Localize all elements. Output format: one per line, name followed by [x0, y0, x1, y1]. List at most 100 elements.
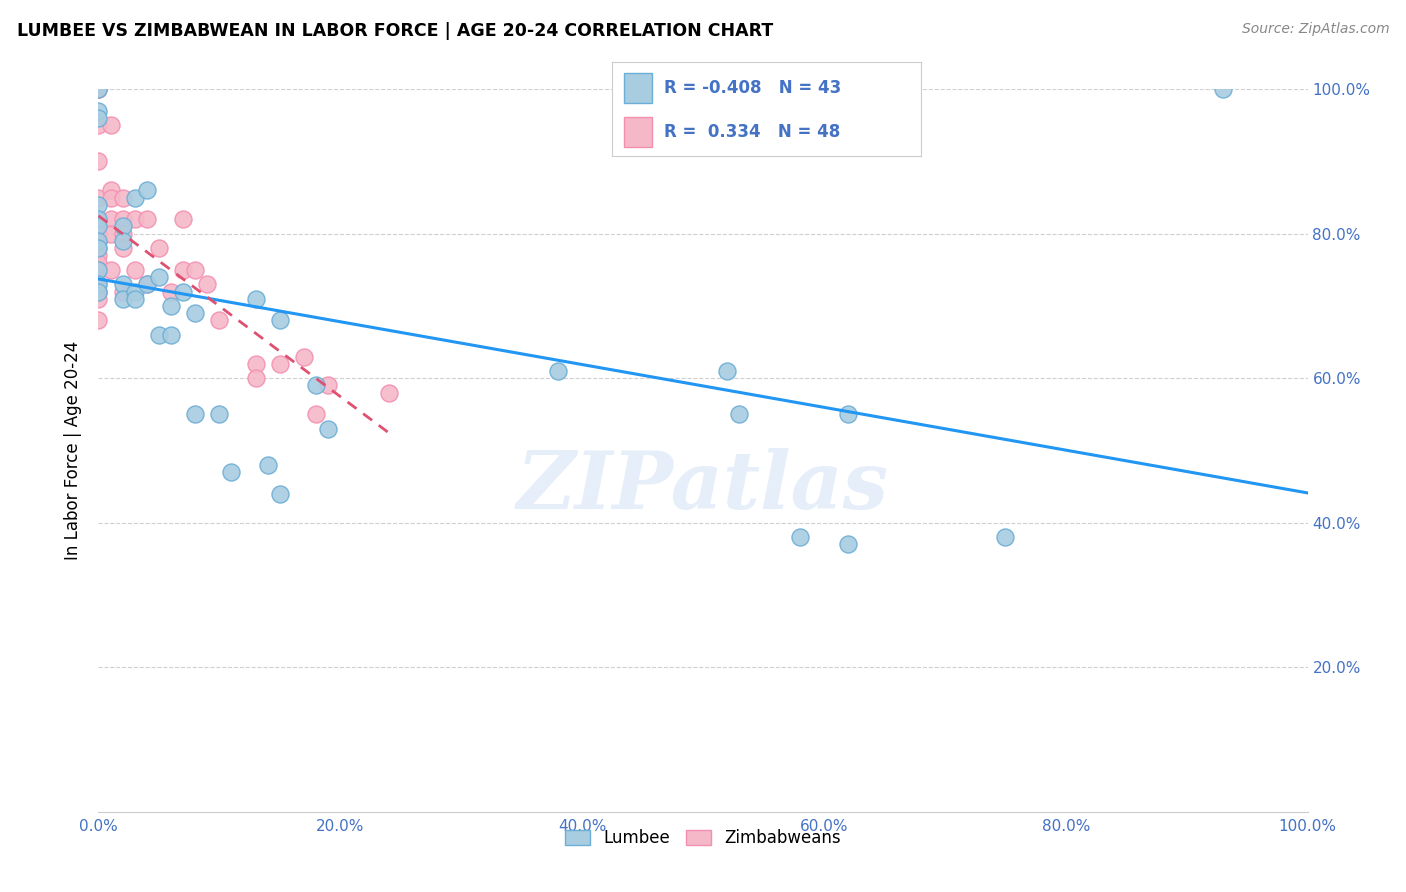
Point — [100, 212, 122, 227]
Point — [221, 465, 243, 479]
Point — [789, 530, 811, 544]
Legend: Lumbee, Zimbabweans: Lumbee, Zimbabweans — [558, 822, 848, 854]
Point — [111, 241, 134, 255]
Point — [87, 285, 110, 299]
Point — [1212, 82, 1234, 96]
Point — [87, 241, 110, 255]
Text: R =  0.334   N = 48: R = 0.334 N = 48 — [664, 123, 841, 141]
Point — [87, 219, 110, 234]
Point — [208, 313, 231, 327]
Point — [135, 277, 157, 292]
Point — [100, 119, 122, 133]
Point — [124, 292, 146, 306]
Point — [124, 191, 146, 205]
FancyBboxPatch shape — [624, 117, 652, 147]
Point — [111, 212, 134, 227]
Point — [195, 277, 218, 292]
Point — [124, 285, 146, 299]
Point — [87, 82, 110, 96]
Point — [316, 378, 339, 392]
Point — [148, 327, 170, 342]
Point — [87, 234, 110, 248]
Text: LUMBEE VS ZIMBABWEAN IN LABOR FORCE | AGE 20-24 CORRELATION CHART: LUMBEE VS ZIMBABWEAN IN LABOR FORCE | AG… — [17, 22, 773, 40]
Point — [148, 270, 170, 285]
Text: R = -0.408   N = 43: R = -0.408 N = 43 — [664, 78, 841, 96]
Point — [111, 292, 134, 306]
Point — [111, 227, 134, 241]
Point — [87, 277, 110, 292]
Point — [148, 241, 170, 255]
Point — [245, 357, 267, 371]
Point — [269, 357, 291, 371]
Point — [135, 183, 157, 197]
Point — [245, 371, 267, 385]
Point — [87, 154, 110, 169]
Point — [87, 82, 110, 96]
Y-axis label: In Labor Force | Age 20-24: In Labor Force | Age 20-24 — [65, 341, 83, 560]
Point — [87, 248, 110, 262]
Point — [87, 255, 110, 269]
Point — [87, 82, 110, 96]
Point — [305, 407, 328, 421]
Point — [124, 212, 146, 227]
Point — [87, 313, 110, 327]
Point — [111, 234, 134, 248]
Point — [547, 364, 569, 378]
Point — [100, 191, 122, 205]
Point — [87, 111, 110, 125]
Point — [111, 191, 134, 205]
Point — [292, 350, 315, 364]
Point — [135, 212, 157, 227]
Point — [87, 191, 110, 205]
Point — [87, 82, 110, 96]
Point — [111, 285, 134, 299]
Point — [87, 119, 110, 133]
Text: Source: ZipAtlas.com: Source: ZipAtlas.com — [1241, 22, 1389, 37]
Point — [160, 299, 183, 313]
Point — [172, 262, 194, 277]
Point — [245, 292, 267, 306]
Point — [100, 262, 122, 277]
Point — [100, 227, 122, 241]
Point — [316, 422, 339, 436]
Point — [256, 458, 278, 472]
Point — [269, 487, 291, 501]
Point — [87, 262, 110, 277]
Point — [87, 285, 110, 299]
Point — [100, 183, 122, 197]
Point — [160, 285, 183, 299]
Text: ZIPatlas: ZIPatlas — [517, 448, 889, 525]
Point — [728, 407, 751, 421]
Point — [87, 103, 110, 118]
Point — [269, 313, 291, 327]
Point — [87, 212, 110, 227]
Point — [87, 212, 110, 227]
Point — [87, 234, 110, 248]
Point — [377, 385, 399, 400]
Point — [87, 198, 110, 212]
Point — [135, 277, 157, 292]
Point — [87, 262, 110, 277]
Point — [184, 262, 207, 277]
Point — [305, 378, 328, 392]
Point — [837, 407, 859, 421]
Point — [208, 407, 231, 421]
Point — [87, 227, 110, 241]
Point — [716, 364, 738, 378]
Point — [172, 285, 194, 299]
Point — [184, 306, 207, 320]
Point — [87, 277, 110, 292]
Point — [994, 530, 1017, 544]
Point — [124, 262, 146, 277]
Point — [160, 327, 183, 342]
Point — [87, 292, 110, 306]
Point — [111, 277, 134, 292]
Point — [87, 241, 110, 255]
Point — [111, 219, 134, 234]
Point — [87, 219, 110, 234]
Point — [184, 407, 207, 421]
FancyBboxPatch shape — [624, 73, 652, 103]
Point — [87, 285, 110, 299]
Point — [172, 212, 194, 227]
Point — [837, 537, 859, 551]
